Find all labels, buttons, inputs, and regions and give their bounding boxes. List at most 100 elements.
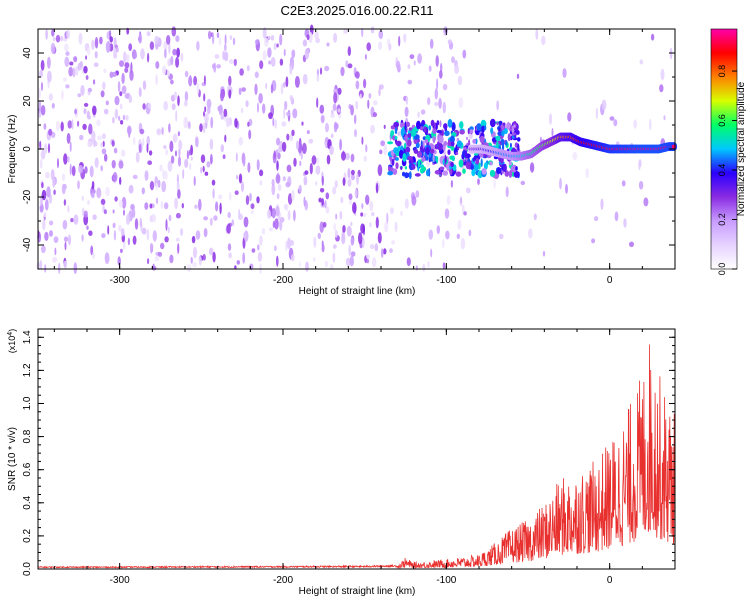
heatmap-cell (150, 243, 154, 251)
heatmap-cell (350, 237, 354, 246)
heatmap-cell (104, 153, 108, 162)
heatmap-cell (395, 157, 399, 161)
heatmap-cell (279, 218, 283, 231)
heatmap-cell (319, 188, 325, 193)
heatmap-cell (149, 203, 153, 209)
heatmap-cell (165, 219, 168, 231)
heatmap-cell (229, 191, 232, 201)
heatmap-cell (166, 35, 171, 45)
heatmap-cell (325, 122, 329, 133)
heatmap-cell (160, 201, 164, 209)
heatmap-cell (639, 59, 644, 65)
heatmap-cell (315, 157, 320, 165)
heatmap-cell (313, 257, 316, 262)
heatmap-cell (41, 181, 44, 189)
heatmap-cell (231, 219, 235, 227)
heatmap-cell (73, 262, 78, 275)
heatmap-cell (272, 220, 276, 229)
heatmap-cell (520, 180, 526, 186)
heatmap-cell (408, 127, 413, 131)
heatmap-cell (103, 68, 107, 74)
heatmap-cell (128, 94, 132, 104)
heatmap-cell (341, 151, 346, 161)
heatmap-cell (123, 209, 125, 216)
heatmap-cell (146, 31, 151, 37)
heatmap-cell (420, 167, 424, 174)
heatmap-cell (118, 160, 124, 169)
heatmap-cell (164, 48, 167, 59)
heatmap-cell (251, 248, 256, 253)
heatmap-cell (77, 120, 80, 127)
heatmap-cell (434, 88, 438, 100)
heatmap-cell (439, 120, 442, 128)
heatmap-cell (363, 155, 367, 162)
heatmap-cell (480, 158, 483, 168)
heatmap-cell (542, 250, 546, 257)
heatmap-cell (315, 181, 318, 186)
heatmap-cell (63, 77, 67, 82)
heatmap-cell (383, 124, 386, 129)
heatmap-cell (275, 149, 279, 157)
heatmap-cell (411, 163, 416, 170)
heatmap-cell (276, 255, 279, 267)
heatmap-cell (177, 95, 180, 107)
heatmap-cell (329, 264, 334, 270)
heatmap-cell (157, 179, 161, 188)
heatmap-cell (83, 108, 87, 115)
heatmap-cell (258, 93, 263, 104)
heatmap-cell (400, 166, 403, 171)
heatmap-cell (228, 252, 232, 259)
heatmap-cell (591, 238, 596, 244)
heatmap-cell (434, 170, 441, 175)
heatmap-cell (355, 100, 359, 110)
heatmap-cell (283, 108, 286, 119)
heatmap-cell (305, 261, 309, 272)
heatmap-cell (273, 42, 277, 51)
heatmap-cell (321, 175, 324, 186)
heatmap-cell (162, 65, 167, 75)
heatmap-cell (86, 225, 89, 230)
heatmap-cell (184, 99, 188, 107)
heatmap-cell (333, 244, 337, 250)
heatmap-cell (38, 100, 42, 112)
heatmap-cell (152, 263, 155, 270)
heatmap-cell (118, 224, 122, 232)
heatmap-cell (593, 216, 599, 222)
heatmap-cell (256, 196, 260, 204)
heatmap-cell (533, 213, 537, 221)
heatmap-cell (274, 245, 277, 252)
heatmap-cell (189, 149, 191, 156)
heatmap-cell (416, 151, 423, 158)
heatmap-cell (463, 211, 467, 216)
heatmap-cell (430, 248, 433, 258)
heatmap-cell (193, 176, 196, 186)
heatmap-cell (400, 122, 405, 128)
heatmap-cell (200, 154, 206, 163)
heatmap-cell (71, 119, 74, 130)
heatmap-cell (209, 138, 214, 150)
heatmap-cell (473, 163, 479, 172)
heatmap-cell (178, 148, 181, 158)
heatmap-cell (210, 116, 214, 129)
heatmap-cell (423, 126, 427, 133)
heatmap-cell (350, 221, 353, 227)
heatmap-cell (89, 165, 94, 178)
heatmap-cell (509, 131, 513, 135)
heatmap-cell (411, 195, 417, 206)
heatmap-cell (175, 35, 180, 42)
heatmap-cell (126, 213, 131, 225)
heatmap-cell (228, 59, 234, 64)
heatmap-cell (67, 120, 73, 129)
heatmap-cell (118, 199, 123, 208)
heatmap-cell (216, 32, 220, 39)
heatmap-cell (516, 137, 521, 142)
heatmap-cell (218, 194, 223, 200)
heatmap-cell (74, 108, 77, 115)
colorbar-tick-label: 0.0 (717, 263, 727, 276)
heatmap-cells (36, 24, 673, 275)
heatmap-cell (83, 102, 89, 107)
heatmap-cell (220, 114, 225, 120)
heatmap-cell (439, 169, 442, 176)
heatmap-cell (267, 47, 272, 58)
heatmap-cell (404, 198, 409, 209)
